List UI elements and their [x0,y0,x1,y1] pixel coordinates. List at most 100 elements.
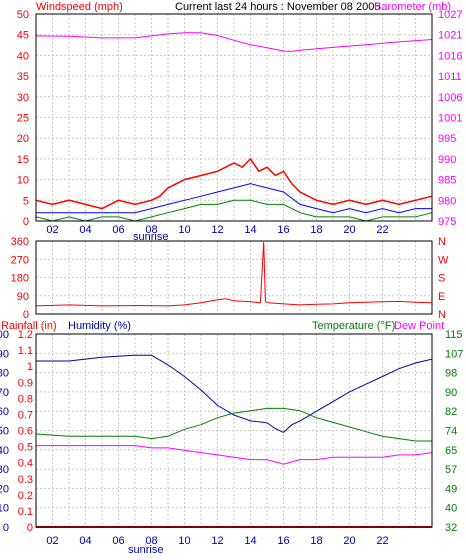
wind-time-tick-label: 08 [145,224,157,236]
windspeed-tick-label: 20 [17,133,29,145]
temperature-tick-label: 98 [445,368,457,380]
wind-series-group [35,32,433,222]
windspeed-tick-label: 35 [17,71,29,83]
direction-plot-frame [35,240,433,315]
direction-compass-tick-label: N [438,236,446,248]
wind-time-tick-label: 22 [376,224,388,236]
wind-time-axis: 02 04 06 08 10 12 14 16 18 20 22 [46,224,388,236]
temperature-tick-label: 90 [445,387,457,399]
direction-degree-tick-label: 90 [17,291,29,303]
direction-degree-axis: 0 90 180 270 360 [11,236,29,321]
wind-time-tick-label: 12 [211,224,223,236]
temperature-tick-label: 107 [445,348,463,360]
climate-time-tick-label: 18 [310,535,322,547]
humidity-tick-label: 0 [3,522,9,534]
windspeed-tick-label: 30 [17,92,29,104]
climate-time-tick-label: 10 [178,535,190,547]
climate-grid [35,334,433,527]
windspeed-tick-label: 40 [17,50,29,62]
climate-time-axis: 02 04 06 08 10 12 14 16 18 20 22 [46,535,388,547]
windspeed-tick-label: 25 [17,113,29,125]
temperature-axis: 32 40 49 57 65 74 82 90 98 107 115 [445,329,463,534]
humidity-tick-label: 100 [0,329,9,341]
direction-grid [35,241,433,314]
humidity-tick-label: 30 [0,464,9,476]
climate-time-tick-label: 08 [145,535,157,547]
chart-title: Current last 24 hours : November 08 2005 [175,1,380,13]
rainfall-tick-label: 0.4 [18,458,33,470]
temperature-tick-label: 65 [445,445,457,457]
rainfall-tick-label: 1.2 [18,329,33,341]
rainfall-tick-label: 0.2 [18,490,33,502]
temperature-axis-title: Temperature (°F) [312,320,395,332]
windspeed-axis-title: Windspeed (mph) [36,1,123,13]
series-line-temperature [35,407,432,442]
climate-time-tick-label: 02 [46,535,58,547]
wind-time-tick-label: 06 [112,224,124,236]
wind-time-tick-label: 02 [46,224,58,236]
direction-degree-tick-label: 270 [11,254,29,266]
humidity-axis-title: Humidity (%) [68,320,131,332]
barometer-tick-label: 1027 [438,9,462,21]
humidity-tick-label: 60 [0,406,9,418]
rainfall-tick-label: 0.5 [18,442,33,454]
barometer-tick-label: 975 [438,216,456,228]
humidity-tick-label: 40 [0,445,9,457]
barometer-tick-label: 980 [438,195,456,207]
climate-plot-frame [35,333,433,528]
wind-barometer-panel: Windspeed (mph) Current last 24 hours : … [17,1,463,243]
humidity-tick-label: 50 [0,426,9,438]
climate-time-tick-label: 20 [343,535,355,547]
rainfall-tick-label: 0 [27,522,33,534]
rainfall-tick-label: 0.3 [18,474,33,486]
rainfall-axis-title: Rainfall (in) [1,320,57,332]
climate-time-tick-label: 16 [277,535,289,547]
windspeed-tick-label: 50 [17,9,29,21]
temperature-tick-label: 49 [445,483,457,495]
dewpoint-axis-title: Dew Point [394,320,444,332]
humidity-tick-label: 10 [0,503,9,515]
direction-series-group [35,241,433,307]
direction-compass-tick-label: N [438,309,446,321]
climate-time-tick-label: 22 [376,535,388,547]
climate-panel: Rainfall (in) Humidity (%) Temperature (… [0,320,463,556]
climate-time-tick-label: 04 [79,535,91,547]
rainfall-tick-label: 0.9 [18,377,33,389]
series-line-windspeed-gust [35,157,433,210]
series-line-wind-direction [35,241,433,307]
wind-time-tick-label: 10 [178,224,190,236]
direction-degree-tick-label: 180 [11,273,29,285]
series-line-windspeed-average [36,183,432,214]
wind-sunrise-label: sunrise [133,231,168,243]
barometer-tick-label: 1011 [438,71,462,83]
windspeed-tick-label: 5 [23,195,29,207]
rainfall-tick-label: 0.1 [18,506,33,518]
series-line-dew-point [36,445,433,465]
temperature-tick-label: 82 [445,406,457,418]
humidity-tick-label: 20 [0,483,9,495]
direction-compass-tick-label: S [438,273,445,285]
rainfall-tick-label: 0.8 [18,393,33,405]
barometer-axis-title: Barometer (mb) [374,1,451,13]
temperature-tick-label: 32 [445,522,457,534]
climate-time-tick-label: 14 [244,535,256,547]
wind-time-tick-label: 18 [310,224,322,236]
barometer-tick-label: 985 [438,175,456,187]
windspeed-tick-label: 0 [23,216,29,228]
humidity-tick-label: 80 [0,368,9,380]
direction-degree-tick-label: 0 [23,309,29,321]
humidity-axis: 0 10 20 30 40 50 60 70 80 90 100 [0,329,9,534]
rainfall-tick-label: 0.6 [18,426,33,438]
wind-time-tick-label: 14 [244,224,256,236]
direction-compass-tick-label: W [438,254,449,266]
rainfall-tick-label: 1.1 [18,345,33,357]
temperature-tick-label: 40 [445,503,457,515]
temperature-tick-label: 74 [445,426,457,438]
direction-compass-tick-label: E [438,291,445,303]
temperature-tick-label: 115 [445,329,463,341]
barometer-axis: 975 980 985 990 995 1001 1006 1011 1016 1021 1027 [438,9,462,228]
barometer-tick-label: 1001 [438,113,462,125]
climate-sunrise-label: sunrise [128,544,163,556]
